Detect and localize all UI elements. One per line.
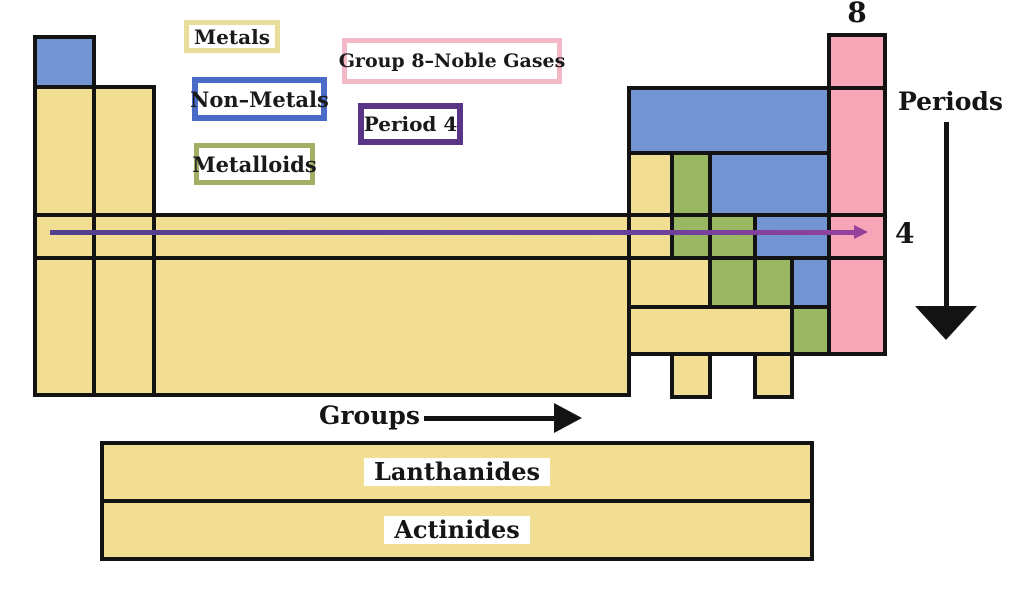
metalloid-cell-period4b [708,213,757,260]
transition-metals-block [152,256,631,397]
group1-upper-cell [33,85,96,217]
legend-period-4-label: Period 4 [363,112,458,136]
periods-label: Periods [898,87,1003,116]
noble-gas-upper-segment [827,86,887,217]
metal-cell-period4 [627,213,674,260]
nonmetals-period3-block [708,151,831,217]
legend-metalloids-label: Metalloids [192,151,317,177]
groups-arrow [424,416,556,421]
metalloid-cell-period4a [670,213,712,260]
legend-non-metals: Non–Metals [190,77,329,121]
legend-noble-gases-label: Group 8–Noble Gases [338,50,566,72]
groups-arrowhead-icon [554,403,582,433]
periods-arrowhead-icon [915,306,977,340]
period-4-line-arrowhead [854,225,868,239]
metal-overhang-cell-b [753,352,794,399]
metalloid-cell-period3 [670,151,712,217]
period-4-line [50,230,856,235]
legend-non-metals-label: Non–Metals [190,86,329,112]
metalloid-cell-period5b [753,256,794,309]
legend-noble-gases: Group 8–Noble Gases [339,38,565,84]
nonmetal-cell-period5 [790,256,831,309]
nonmetals-period4-block [753,213,831,260]
legend-period-4: Period 4 [358,103,463,145]
periods-arrow [944,122,949,308]
metal-overhang-cell-a [670,352,712,399]
actinides-bar: Actinides [100,499,814,561]
lanthanides-bar: Lanthanides [100,441,814,503]
group1-lower-cell [33,256,96,397]
groups-label: Groups [319,401,420,430]
metalloid-cell-period5a [708,256,757,309]
legend-metals: Metals [184,20,280,53]
group1-period4-cell [33,213,96,260]
metalloid-cell-period6 [790,305,831,356]
group2-lower-cell [92,256,156,397]
hydrogen-cell [33,35,96,89]
legend-metalloids: Metalloids [192,143,317,185]
group-8-number: 8 [847,0,867,29]
metal-cells-period6 [627,305,794,356]
legend-metals-label: Metals [194,24,270,49]
nonmetals-period2-block [627,86,831,155]
noble-gas-lower-segment [827,256,887,356]
actinides-label: Actinides [384,515,530,545]
noble-gas-top-cell [827,33,887,90]
period4-band-cell [152,213,631,260]
lanthanides-label: Lanthanides [363,457,551,487]
metal-cells-period5 [627,256,712,309]
group2-period4-cell [92,213,156,260]
period-4-number: 4 [895,217,915,250]
metal-cell-period3 [627,151,674,217]
group2-upper-cell [92,85,156,217]
